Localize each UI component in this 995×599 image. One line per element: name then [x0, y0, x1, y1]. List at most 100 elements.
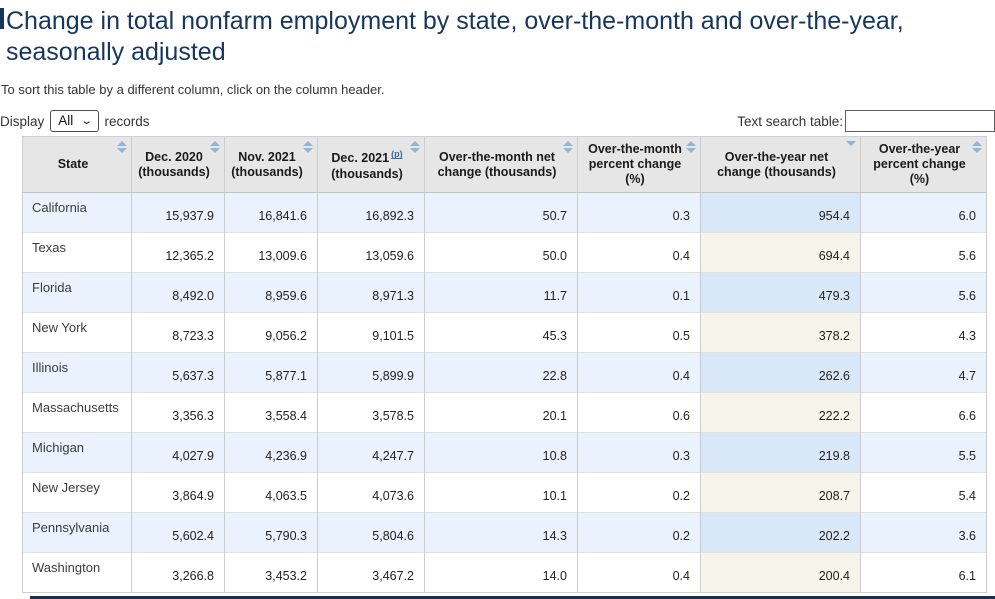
- value-cell-oty-pct-change: 6.0: [860, 192, 987, 233]
- state-cell: Massachusetts: [22, 392, 132, 433]
- value-cell-otm-net-change: 45.3: [424, 312, 578, 353]
- column-header-state[interactable]: State: [22, 136, 132, 193]
- value-cell-dec-2021: 4,073.6: [317, 472, 425, 513]
- value-cell-otm-net-change: 14.3: [424, 512, 578, 553]
- value-cell-otm-net-change: 50.7: [424, 192, 578, 233]
- value-cell-dec-2021: 3,578.5: [317, 392, 425, 433]
- sort-asc-icon: [686, 141, 696, 146]
- table-search-input[interactable]: [845, 110, 995, 132]
- state-cell: New Jersey: [22, 472, 132, 513]
- state-cell: Pennsylvania: [22, 512, 132, 553]
- value-cell-otm-pct-change: 0.6: [577, 392, 701, 433]
- table-controls: Display All ⌄ records Text search table:: [0, 109, 995, 133]
- value-cell-dec-2021: 8,971.3: [317, 272, 425, 313]
- value-cell-dec-2021: 5,804.6: [317, 512, 425, 553]
- sort-arrows-icon: [410, 141, 420, 153]
- header-row: State Dec. 2020 (thousands) Nov. 2021 (tho…: [22, 136, 987, 193]
- value-cell-otm-pct-change: 0.2: [577, 512, 701, 553]
- value-cell-oty-net-change: 378.2: [700, 312, 861, 353]
- sort-arrows-icon: [210, 141, 220, 153]
- value-cell-oty-net-change: 208.7: [700, 472, 861, 513]
- column-label: Dec. 2020 (thousands): [138, 149, 210, 179]
- sort-arrows-icon: [686, 141, 696, 153]
- employment-table: State Dec. 2020 (thousands) Nov. 2021 (tho…: [22, 136, 987, 593]
- state-cell: Florida: [22, 272, 132, 313]
- column-label: Over-the-year percent change (%): [873, 142, 966, 186]
- column-label: Over-the-year net change (thousands): [717, 149, 836, 179]
- value-cell-oty-pct-change: 4.7: [860, 352, 987, 393]
- value-cell-nov-2021: 3,453.2: [224, 552, 318, 593]
- value-cell-dec-2021: 9,101.5: [317, 312, 425, 353]
- column-header-dec-2020[interactable]: Dec. 2020 (thousands): [131, 136, 225, 193]
- table-row: Washington 3,266.8 3,453.2 3,467.2 14.0 0.4 20…: [22, 552, 987, 593]
- value-cell-oty-net-change: 200.4: [700, 552, 861, 593]
- sort-desc-icon: [846, 141, 856, 146]
- table-row: New Jersey 3,864.9 4,063.5 4,073.6 10.1 0.2 20…: [22, 472, 987, 513]
- display-label: Display: [0, 113, 45, 129]
- column-label: State: [57, 157, 89, 171]
- value-cell-oty-pct-change: 5.6: [860, 232, 987, 273]
- value-cell-dec-2020: 3,266.8: [131, 552, 225, 593]
- records-per-page-select[interactable]: All ⌄: [50, 110, 99, 132]
- column-label: Nov. 2021 (thousands): [231, 149, 303, 179]
- column-label: (thousands): [331, 166, 403, 181]
- value-cell-otm-pct-change: 0.3: [577, 192, 701, 233]
- column-header-otm-pct-change[interactable]: Over-the-month percent change (%): [577, 136, 701, 193]
- value-cell-otm-net-change: 20.1: [424, 392, 578, 433]
- value-cell-dec-2020: 4,027.9: [131, 432, 225, 473]
- value-cell-nov-2021: 16,841.6: [224, 192, 318, 233]
- sort-desc-icon: [303, 148, 313, 153]
- state-cell: New York: [22, 312, 132, 353]
- value-cell-oty-net-change: 262.6: [700, 352, 861, 393]
- value-cell-nov-2021: 4,063.5: [224, 472, 318, 513]
- value-cell-dec-2020: 12,365.2: [131, 232, 225, 273]
- value-cell-nov-2021: 5,877.1: [224, 352, 318, 393]
- column-header-nov-2021[interactable]: Nov. 2021 (thousands): [224, 136, 318, 193]
- sort-asc-icon: [117, 141, 127, 146]
- value-cell-dec-2020: 8,723.3: [131, 312, 225, 353]
- state-cell: Washington: [22, 552, 132, 593]
- value-cell-oty-pct-change: 5.4: [860, 472, 987, 513]
- column-header-oty-pct-change[interactable]: Over-the-year percent change (%): [860, 136, 987, 193]
- preliminary-footnote-link[interactable]: (p): [391, 149, 403, 160]
- value-cell-otm-pct-change: 0.5: [577, 312, 701, 353]
- value-cell-dec-2020: 5,602.4: [131, 512, 225, 553]
- value-cell-oty-net-change: 694.4: [700, 232, 861, 273]
- value-cell-nov-2021: 5,790.3: [224, 512, 318, 553]
- value-cell-oty-net-change: 219.8: [700, 432, 861, 473]
- sort-asc-icon: [303, 141, 313, 146]
- column-header-dec-2021[interactable]: Dec. 2021 (p) (thousands): [317, 136, 425, 193]
- sort-asc-icon: [563, 141, 573, 146]
- value-cell-nov-2021: 4,236.9: [224, 432, 318, 473]
- bottom-divider-bar: [30, 596, 995, 599]
- value-cell-oty-pct-change: 6.1: [860, 552, 987, 593]
- value-cell-otm-pct-change: 0.4: [577, 352, 701, 393]
- value-cell-oty-pct-change: 5.5: [860, 432, 987, 473]
- column-label: Dec. 2021: [331, 151, 390, 166]
- value-cell-dec-2021: 13,059.6: [317, 232, 425, 273]
- value-cell-oty-net-change: 202.2: [700, 512, 861, 553]
- value-cell-oty-pct-change: 4.3: [860, 312, 987, 353]
- value-cell-oty-pct-change: 5.6: [860, 272, 987, 313]
- sort-hint-text: To sort this table by a different column…: [1, 82, 385, 97]
- value-cell-dec-2020: 5,637.3: [131, 352, 225, 393]
- value-cell-dec-2020: 15,937.9: [131, 192, 225, 233]
- table-row: California 15,937.9 16,841.6 16,892.3 50.7 0.…: [22, 192, 987, 233]
- column-header-oty-net-change[interactable]: Over-the-year net change (thousands): [700, 136, 861, 193]
- sort-desc-icon: [210, 148, 220, 153]
- value-cell-oty-pct-change: 6.6: [860, 392, 987, 433]
- table-row: Illinois 5,637.3 5,877.1 5,899.9 22.8 0.4 262.…: [22, 352, 987, 393]
- sort-desc-icon: [117, 148, 127, 153]
- display-records-control: Display All ⌄ records: [0, 110, 150, 132]
- sort-desc-icon: [686, 148, 696, 153]
- state-cell: Michigan: [22, 432, 132, 473]
- state-cell: Illinois: [22, 352, 132, 393]
- value-cell-otm-pct-change: 0.4: [577, 552, 701, 593]
- value-cell-otm-net-change: 10.8: [424, 432, 578, 473]
- state-cell: California: [22, 192, 132, 233]
- column-label: Over-the-month net change (thousands): [437, 149, 557, 179]
- value-cell-oty-net-change: 954.4: [700, 192, 861, 233]
- table-row: Florida 8,492.0 8,959.6 8,971.3 11.7 0.1 479.3…: [22, 272, 987, 313]
- value-cell-oty-pct-change: 3.6: [860, 512, 987, 553]
- column-header-otm-net-change[interactable]: Over-the-month net change (thousands): [424, 136, 578, 193]
